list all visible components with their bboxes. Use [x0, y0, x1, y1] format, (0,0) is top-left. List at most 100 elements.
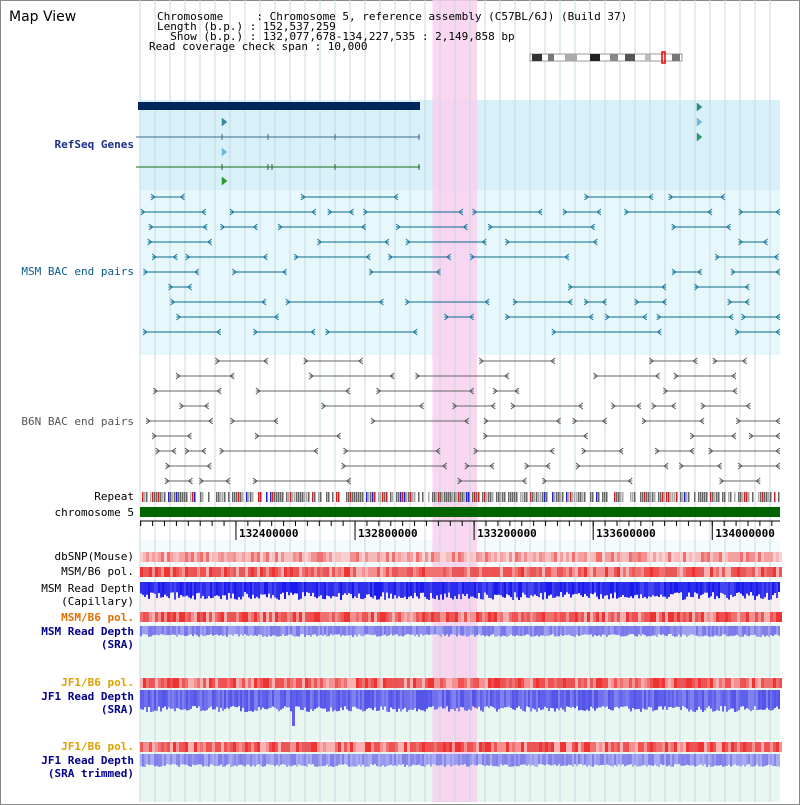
b6n-bac-end-pairs[interactable] [145, 357, 781, 485]
bac-end-pair[interactable] [575, 462, 669, 470]
bac-end-pair[interactable] [700, 402, 751, 410]
bac-end-pair[interactable] [170, 298, 267, 306]
dbsnp-track[interactable] [140, 552, 782, 562]
bac-end-pair[interactable] [252, 328, 316, 336]
bac-end-pair[interactable] [562, 208, 602, 216]
bac-end-pair[interactable] [741, 313, 781, 321]
bac-end-pair[interactable] [176, 313, 279, 321]
bac-end-pair[interactable] [624, 208, 713, 216]
bac-end-pair[interactable] [641, 417, 705, 425]
refseq-genes[interactable] [136, 102, 420, 170]
bac-end-pair[interactable] [634, 298, 667, 306]
refseq-gene[interactable] [136, 134, 420, 140]
bac-end-pair[interactable] [524, 462, 551, 470]
bac-end-pair[interactable] [142, 328, 222, 336]
bac-end-pair[interactable] [155, 447, 177, 455]
bac-end-pair[interactable] [719, 477, 761, 485]
bac-end-pair[interactable] [487, 223, 596, 231]
bac-end-pair[interactable] [656, 313, 734, 321]
jf1-depth-sra-track[interactable] [140, 690, 780, 726]
bac-end-pair[interactable] [168, 283, 193, 291]
bac-end-pair[interactable] [363, 208, 464, 216]
msm-b6-pol-track-1[interactable] [140, 567, 782, 577]
bac-end-pair[interactable] [737, 462, 781, 470]
bac-end-pair[interactable] [668, 193, 726, 201]
bac-end-pair[interactable] [478, 357, 556, 365]
track-label-b6n-bac[interactable]: B6N BAC end pairs [21, 415, 134, 428]
msm-depth-capillary-track[interactable] [140, 582, 780, 600]
bac-end-pair[interactable] [483, 417, 561, 425]
bac-end-pair[interactable] [415, 372, 510, 380]
bac-end-pair[interactable] [482, 432, 588, 440]
bac-end-pair[interactable] [651, 402, 676, 410]
bac-end-pair[interactable] [730, 268, 781, 276]
bac-end-pair[interactable] [735, 417, 781, 425]
bac-end-pair[interactable] [325, 328, 418, 336]
track-label-msm-depth-cap[interactable]: MSM Read Depth [41, 582, 134, 595]
bac-end-pair[interactable] [370, 417, 470, 425]
track-label-msm-b6-pol-2[interactable]: MSM/B6 pol. [61, 611, 134, 624]
bac-end-pair[interactable] [671, 268, 703, 276]
refseq-gene[interactable] [136, 164, 420, 170]
bac-end-pair[interactable] [151, 253, 178, 261]
bac-end-pair[interactable] [492, 387, 520, 395]
bac-end-pair[interactable] [395, 223, 468, 231]
jf1-b6-pol-track-2[interactable] [140, 742, 782, 752]
track-label-jf1-b6-pol-1[interactable]: JF1/B6 pol. [61, 676, 134, 689]
bac-end-pair[interactable] [148, 223, 208, 231]
refseq-gene-block[interactable] [138, 102, 420, 110]
bac-end-pair[interactable] [584, 193, 654, 201]
bac-end-pair[interactable] [184, 447, 207, 455]
bac-end-pair[interactable] [376, 387, 475, 395]
bac-end-pair[interactable] [510, 402, 584, 410]
gene-marker[interactable] [221, 117, 228, 127]
bac-end-pair[interactable] [405, 238, 487, 246]
bac-end-pair[interactable] [444, 313, 475, 321]
bac-end-pair[interactable] [198, 477, 231, 485]
repeat-track[interactable] [142, 492, 780, 502]
jf1-b6-pol-track-1[interactable] [140, 678, 782, 688]
bac-end-pair[interactable] [303, 357, 364, 365]
bac-end-pair[interactable] [583, 298, 607, 306]
bac-end-pair[interactable] [734, 328, 781, 336]
bac-end-pair[interactable] [387, 253, 452, 261]
bac-end-pair[interactable] [671, 223, 731, 231]
track-label-jf1-depth-trim[interactable]: JF1 Read Depth [41, 754, 134, 767]
gene-marker[interactable] [696, 117, 703, 127]
track-label-msm-b6-pol-1[interactable]: MSM/B6 pol. [61, 565, 134, 578]
bac-end-pair[interactable] [404, 298, 490, 306]
bac-end-pair[interactable] [469, 253, 570, 261]
bac-end-pair[interactable] [255, 387, 351, 395]
bac-end-pair[interactable] [727, 298, 750, 306]
bac-end-pair[interactable] [179, 402, 210, 410]
bac-end-pair[interactable] [678, 462, 723, 470]
bac-end-pair[interactable] [150, 193, 185, 201]
bac-end-pair[interactable] [452, 402, 496, 410]
gene-marker[interactable] [696, 132, 703, 142]
bac-end-pair[interactable] [252, 477, 352, 485]
bac-end-pair[interactable] [308, 372, 395, 380]
bac-end-pair[interactable] [229, 208, 317, 216]
bac-end-pair[interactable] [505, 313, 594, 321]
bac-end-pair[interactable] [143, 268, 200, 276]
bac-end-pair[interactable] [254, 432, 342, 440]
bac-end-pair[interactable] [512, 298, 573, 306]
bac-end-pair[interactable] [604, 313, 648, 321]
bac-end-pair[interactable] [567, 283, 667, 291]
bac-end-pair[interactable] [230, 417, 279, 425]
bac-end-pair[interactable] [712, 357, 747, 365]
bac-end-pair[interactable] [293, 253, 371, 261]
bac-end-pair[interactable] [231, 268, 288, 276]
bac-end-pair[interactable] [714, 253, 779, 261]
bac-end-pair[interactable] [551, 328, 662, 336]
jf1-depth-trimmed-track[interactable] [140, 754, 780, 767]
bac-end-pair[interactable] [662, 387, 738, 395]
bac-end-pair[interactable] [175, 372, 235, 380]
bac-end-pair[interactable] [472, 208, 543, 216]
bac-end-pair[interactable] [277, 223, 367, 231]
bac-end-pair[interactable] [708, 447, 781, 455]
msm-bac-end-pairs[interactable] [140, 193, 781, 336]
bac-end-pair[interactable] [219, 447, 319, 455]
bac-end-pair[interactable] [581, 447, 624, 455]
msm-b6-pol-track-2[interactable] [140, 612, 782, 622]
